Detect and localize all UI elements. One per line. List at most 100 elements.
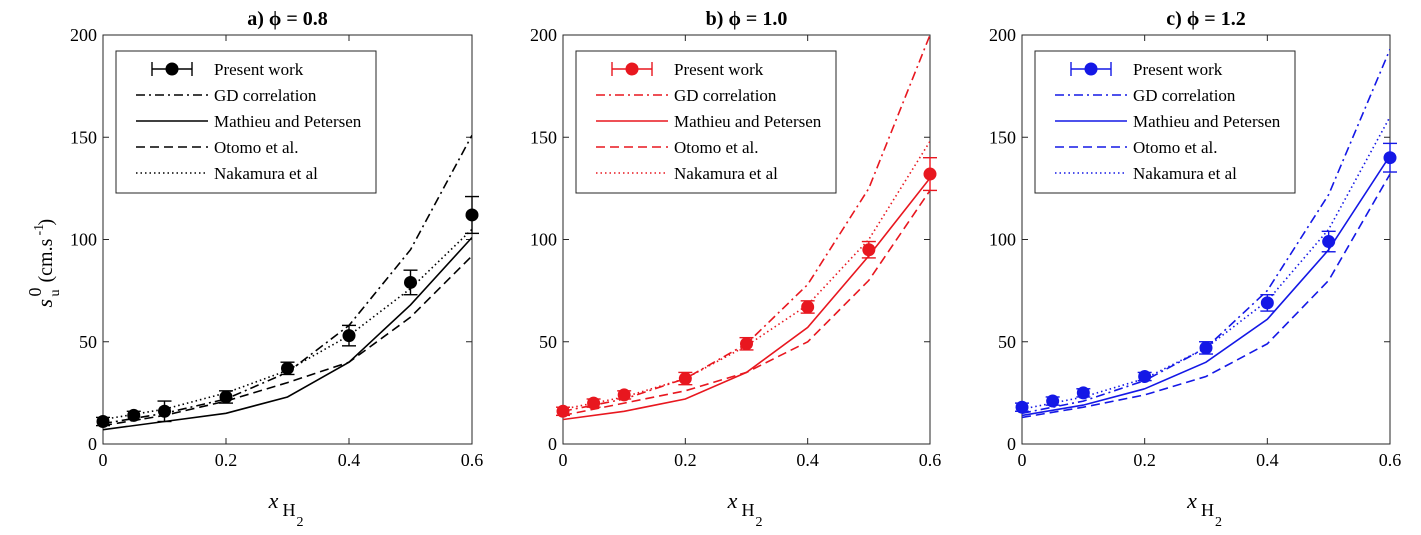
data-point — [1321, 230, 1336, 253]
x-tick-label: 0 — [1018, 450, 1027, 470]
marker — [281, 361, 294, 375]
series-line-dashed — [1022, 173, 1390, 419]
y-tick-label: 150 — [989, 127, 1016, 147]
series-line-dotted — [103, 228, 472, 421]
legend-label: GD correlation — [674, 86, 777, 105]
legend-label: Mathieu and Petersen — [1133, 112, 1281, 131]
x-axis-label-sub: H — [1201, 500, 1214, 520]
series-line-dashed — [563, 189, 930, 417]
legend-entry: GD correlation — [136, 86, 317, 105]
marker — [127, 408, 141, 422]
marker — [556, 404, 570, 418]
legend-label: Nakamura et al — [1133, 164, 1237, 183]
x-tick-label: 0.4 — [1256, 450, 1279, 470]
marker — [1322, 235, 1336, 249]
marker — [219, 390, 233, 404]
x-tick-label: 0.2 — [674, 450, 697, 470]
legend-entry: Otomo et al. — [1055, 138, 1218, 157]
legend-entry: Present work — [151, 60, 304, 79]
legend-label: Nakamura et al — [214, 164, 318, 183]
panel-1: b) ϕ = 1.0 0 0.2 0.4 0.6 0 50 100 150 200 x H2 Prese… — [530, 8, 941, 530]
data-point — [219, 390, 233, 404]
x-tick-label: 0.4 — [338, 450, 361, 470]
marker — [862, 243, 876, 257]
data-point — [1199, 341, 1213, 355]
y-tick-label: 200 — [530, 25, 557, 45]
marker — [923, 167, 937, 181]
y-tick-label: 0 — [88, 434, 97, 454]
marker — [465, 208, 479, 222]
x-axis-label-sub: H — [742, 500, 755, 520]
y-axis-label-units: (cm.s — [35, 238, 57, 282]
legend: Present work GD correlation Mathieu and Pe… — [115, 50, 377, 194]
data-point — [1076, 386, 1091, 400]
x-tick-label: 0.2 — [215, 450, 238, 470]
data-point — [586, 396, 601, 410]
x-axis-label-subsub: 2 — [1215, 515, 1222, 530]
data-point — [403, 269, 418, 296]
x-tick-label: 0.6 — [919, 450, 942, 470]
marker — [1199, 341, 1213, 355]
x-tick-label: 0 — [99, 450, 108, 470]
legend-entry: GD correlation — [1055, 86, 1236, 105]
legend-entry: Otomo et al. — [136, 138, 299, 157]
x-axis-label-subsub: 2 — [297, 515, 304, 530]
x-axis-label-base: x — [727, 488, 738, 513]
legend-label: Present work — [214, 60, 304, 79]
x-axis-label-subsub: 2 — [756, 515, 763, 530]
panel-title: a) ϕ = 0.8 — [247, 8, 328, 30]
legend-box — [1034, 50, 1296, 194]
x-tick-label: 0 — [559, 450, 568, 470]
legend-entry: Mathieu and Petersen — [1055, 112, 1281, 131]
panel-title: c) ϕ = 1.2 — [1166, 8, 1245, 30]
y-tick-label: 50 — [79, 332, 97, 352]
data-point — [1015, 400, 1029, 414]
y-tick-label: 200 — [989, 25, 1016, 45]
legend-label: GD correlation — [1133, 86, 1236, 105]
marker — [404, 275, 417, 289]
data-point — [1137, 370, 1152, 384]
marker — [678, 372, 692, 386]
y-tick-label: 200 — [70, 25, 97, 45]
marker — [1383, 151, 1397, 165]
marker — [96, 415, 110, 429]
x-axis-label-base: x — [268, 488, 279, 513]
legend-entry: Nakamura et al — [136, 164, 318, 183]
legend-entry: Mathieu and Petersen — [136, 112, 362, 131]
legend-entry: Nakamura et al — [1055, 164, 1237, 183]
marker — [1260, 296, 1274, 310]
panel-2: c) ϕ = 1.2 0 0.2 0.4 0.6 0 50 100 150 200 x H2 Prese… — [989, 8, 1401, 530]
data-point — [1045, 394, 1060, 408]
y-tick-label: 100 — [70, 230, 97, 250]
marker — [1046, 394, 1060, 408]
panel-title: b) ϕ = 1.0 — [706, 8, 788, 30]
x-tick-label: 0.6 — [461, 450, 484, 470]
legend-label: Otomo et al. — [1133, 138, 1218, 157]
legend: Present work GD correlation Mathieu and Pe… — [575, 50, 837, 194]
series-line-solid — [563, 177, 930, 421]
y-tick-label: 0 — [548, 434, 557, 454]
legend-marker — [625, 62, 639, 76]
data-point — [800, 300, 815, 314]
marker — [342, 329, 356, 343]
legend-entry: Mathieu and Petersen — [596, 112, 822, 131]
y-axis-label-sub: u — [48, 290, 63, 297]
legend-label: Nakamura et al — [674, 164, 778, 183]
legend-marker — [1084, 62, 1098, 76]
marker — [1138, 370, 1152, 384]
legend-label: GD correlation — [214, 86, 317, 105]
legend-label: Mathieu and Petersen — [674, 112, 822, 131]
data-point — [617, 388, 632, 402]
marker — [1076, 386, 1090, 400]
legend-entry: GD correlation — [596, 86, 777, 105]
legend-label: Present work — [674, 60, 764, 79]
data-point — [739, 336, 754, 351]
marker — [1015, 400, 1029, 414]
data-point — [923, 156, 937, 192]
y-axis-label-base: s — [32, 299, 57, 308]
legend-entry: Present work — [1070, 60, 1223, 79]
legend-label: Present work — [1133, 60, 1223, 79]
legend-label: Otomo et al. — [674, 138, 759, 157]
